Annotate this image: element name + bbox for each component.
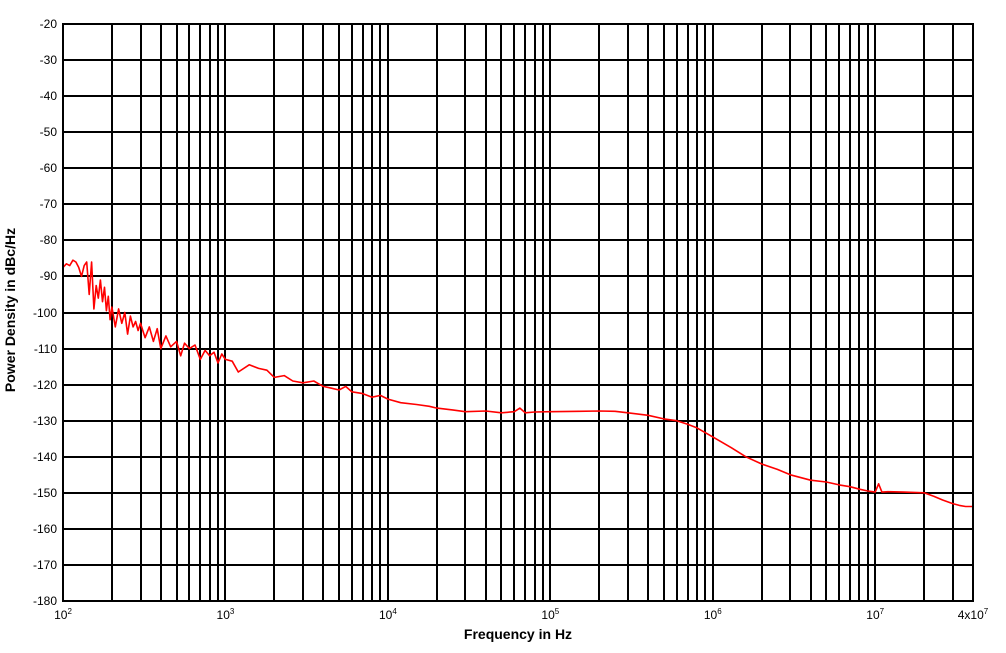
plot-frame xyxy=(62,23,974,602)
phase-noise-line xyxy=(62,259,973,508)
y-tick-label: -20 xyxy=(39,17,57,31)
y-tick-label: -140 xyxy=(32,450,57,464)
y-tick-label: -180 xyxy=(32,594,57,608)
y-tick-label: -30 xyxy=(39,53,57,67)
y-tick-label: -60 xyxy=(39,161,57,175)
y-tick-label: -80 xyxy=(39,233,57,247)
y-tick-label: -40 xyxy=(39,89,57,103)
y-tick-label: -130 xyxy=(32,414,57,428)
x-tick-label: 102 xyxy=(54,607,72,622)
y-tick-label: -50 xyxy=(39,125,57,139)
y-tick-label: -150 xyxy=(32,486,57,500)
x-tick-label: 4x107 xyxy=(957,607,989,622)
y-axis-title: Power Density in dBc/Hz xyxy=(2,227,18,393)
x-axis-title: Frequency in Hz xyxy=(463,626,573,642)
x-tick-label: 107 xyxy=(866,607,885,622)
y-tick-label: -90 xyxy=(39,269,57,283)
y-tick-label: -70 xyxy=(39,197,57,211)
y-tick-label: -170 xyxy=(32,558,57,572)
x-tick-label: 104 xyxy=(378,607,397,622)
x-tick-label: 105 xyxy=(541,607,560,622)
y-tick-label: -160 xyxy=(32,522,57,536)
y-tick-label: -120 xyxy=(32,378,57,392)
x-tick-label: 106 xyxy=(703,607,722,622)
y-tick-label: -100 xyxy=(32,306,57,320)
x-tick-label: 103 xyxy=(216,607,235,622)
y-tick-label: -110 xyxy=(33,342,57,356)
